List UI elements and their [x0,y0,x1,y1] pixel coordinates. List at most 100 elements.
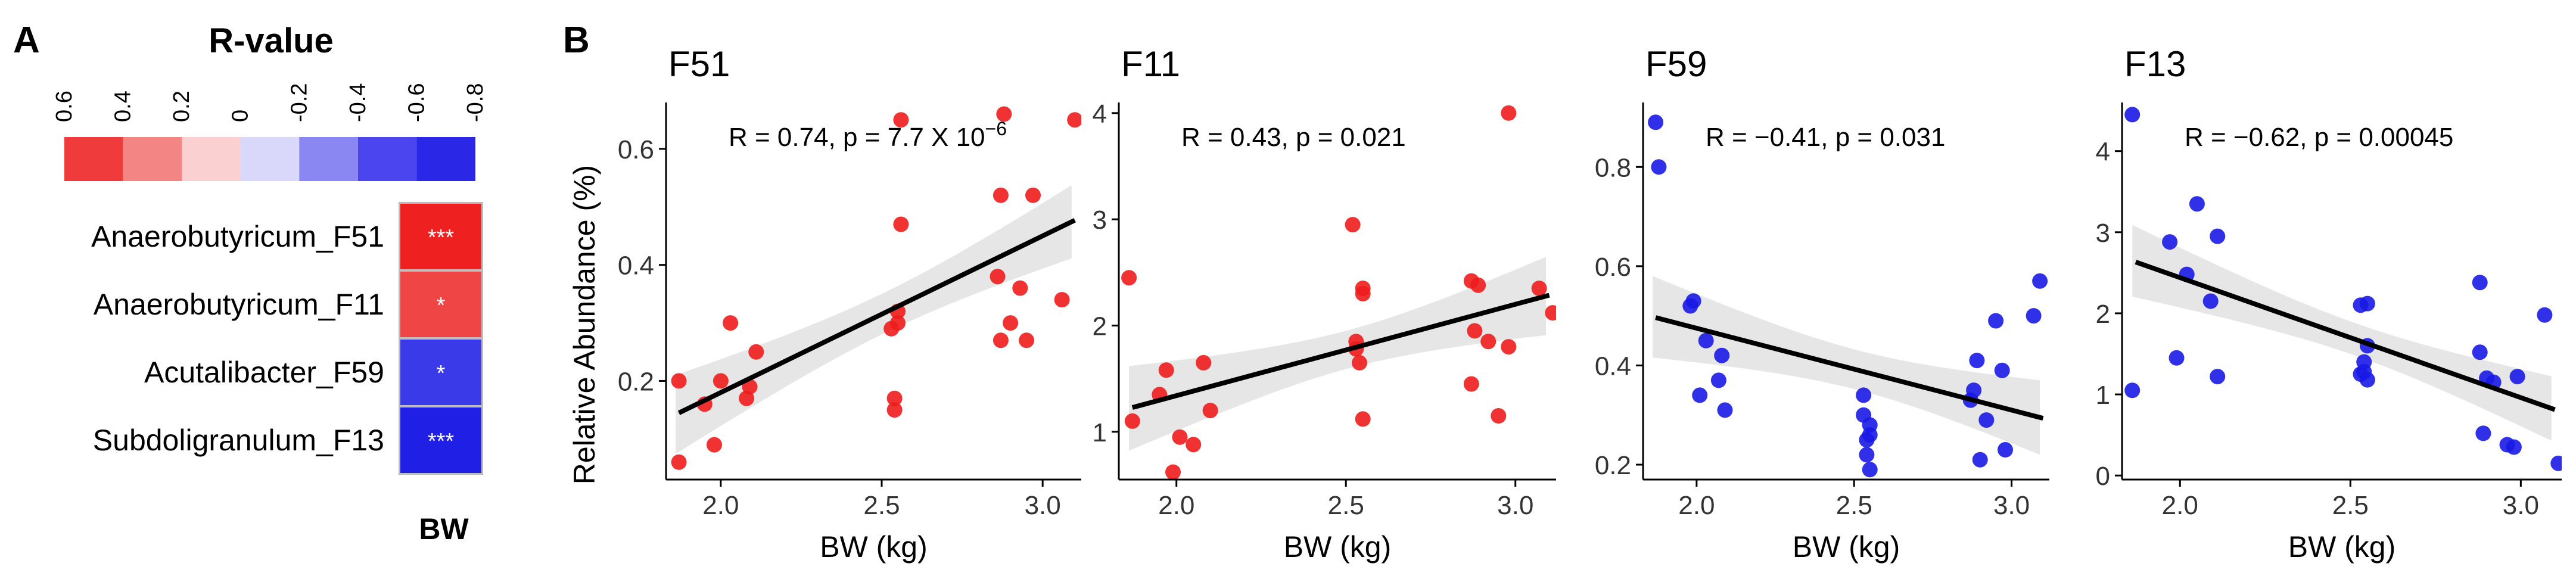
data-point [893,112,909,128]
x-tick-label: 2.5 [1836,491,1872,520]
y-tick-label: 0.2 [618,367,654,396]
legend-tick-label: -0.6 [404,83,429,122]
plot-title: F59 [1645,44,1707,84]
data-point [1172,429,1188,445]
data-point [2032,273,2048,289]
data-point [1067,112,1081,128]
data-point [1124,413,1140,429]
legend-colorbar [64,137,475,181]
data-point [1531,281,1547,296]
data-point [2359,295,2375,312]
data-point [1467,323,1483,339]
significance-stars: *** [428,429,455,454]
scatter-plots: F51 0.2 0.4 0.6 2.0 2.5 3.0 BW (kg) R = 0.74, p … [618,44,2562,564]
x-tick-label: 2.0 [1678,491,1715,520]
data-point [1352,354,1367,371]
stat-annotation: R = 0.43, p = 0.021 [1181,123,1406,152]
data-point [1463,376,1479,392]
data-point [1186,437,1202,453]
y-tick-label: 0.6 [1595,253,1631,282]
x-tick-label: 2.5 [2332,491,2369,520]
data-point [671,373,687,389]
legend-tick-labels: 0.6 0.4 0.2 0 -0.2 -0.4 -0.6 -0.8 [52,83,488,122]
data-point [671,454,687,470]
data-point [1501,339,1517,355]
y-tick-label: 0.2 [1595,451,1631,480]
data-point [1196,354,1212,371]
data-point [1969,353,1985,369]
data-point [1692,387,1708,403]
data-point [890,315,906,331]
data-point [1966,382,1982,399]
data-point [2169,350,2185,366]
regression-line [1131,292,1550,410]
y-tick-label: 3 [2096,219,2110,248]
data-point [1545,305,1556,321]
legend-tick-label: -0.2 [287,83,312,122]
data-point [748,344,764,360]
data-point [2509,369,2525,385]
data-point [1651,159,1667,175]
data-point [886,402,903,418]
data-point [1988,313,2004,329]
data-point [1856,387,1872,403]
stat-annotation: R = −0.41, p = 0.031 [1706,123,1945,152]
data-point [1355,281,1371,296]
scatter-plot-F13: F13 0 1 2 3 4 2.0 2.5 3.0 BW (kg) R = −0.62, p = 0… [2096,44,2562,564]
data-point [886,390,903,406]
panel-b-label: B [563,20,590,61]
y-tick-label: 2 [1093,312,1107,341]
y-axis-label: Relative Abundance (%) [568,165,601,484]
data-point [1859,447,1875,463]
y-tick-label: 4 [2096,138,2110,167]
data-point [1470,277,1486,293]
legend-tick-label: 0.6 [52,91,77,122]
stat-annotation: R = 0.74, p = 7.7 X 10−6 [729,118,1007,152]
y-tick-label: 0.8 [1595,153,1631,182]
heatmap-cell [400,272,481,337]
data-point [993,332,1009,348]
x-axis-label: BW (kg) [1793,530,1900,564]
panel-a-heatmap: A R-value 0.6 0.4 0.2 0 -0.2 -0.4 -0.6 -0.8 ***… [13,20,488,546]
scatter-plot-F59: F59 0.2 0.4 0.6 0.8 2.0 2.5 3.0 BW (kg) R = −0.41… [1595,44,2049,564]
scatter-plot-F51: F51 0.2 0.4 0.6 2.0 2.5 3.0 BW (kg) R = 0.74, p … [618,44,1081,564]
data-point [2162,234,2178,250]
data-point [723,315,739,331]
x-axis-label: BW (kg) [820,530,928,564]
data-point [2189,196,2205,212]
heatmap-row-label: Acutalibacter_F59 [144,356,384,389]
plot-title: F13 [2124,44,2186,84]
heatmap-row-label: Anaerobutyricum_F51 [91,220,384,253]
y-tick-label: 0.4 [618,251,654,281]
data-point [1345,217,1361,233]
data-point [1003,315,1019,331]
x-tick-label: 2.0 [702,491,739,520]
data-point [2472,275,2488,291]
panel-a-label: A [13,20,40,61]
data-point [1998,442,2013,458]
stat-annotation: R = −0.62, p = 0.00045 [2185,123,2453,152]
x-tick-label: 3.0 [1497,491,1533,520]
data-point [1710,372,1726,388]
plot-title: F11 [1121,44,1180,84]
data-point [2506,439,2522,455]
data-point [1685,293,1701,309]
data-point [1994,362,2010,378]
data-point [1698,332,1714,348]
data-point [1714,347,1730,363]
scatter-plot-F11: F11 1 2 3 4 2.0 2.5 3.0 BW (kg) R = 0.43, p = 0.0… [1093,44,1556,564]
x-tick-label: 3.0 [2503,491,2539,520]
data-point [993,187,1009,203]
data-point [1355,411,1371,427]
significance-stars: * [437,293,446,318]
panel-b-scatterplots: B Relative Abundance (%) F51 0.2 0.4 0.6 2.0… [563,20,2562,564]
data-point [739,390,755,406]
data-point [707,437,722,453]
data-point [2537,307,2553,323]
data-point [2475,425,2491,441]
legend-tick-label: 0 [228,110,253,122]
y-tick-label: 0.6 [618,135,654,164]
x-axis-label: BW (kg) [2288,530,2396,564]
heatmap-cell [400,407,481,473]
